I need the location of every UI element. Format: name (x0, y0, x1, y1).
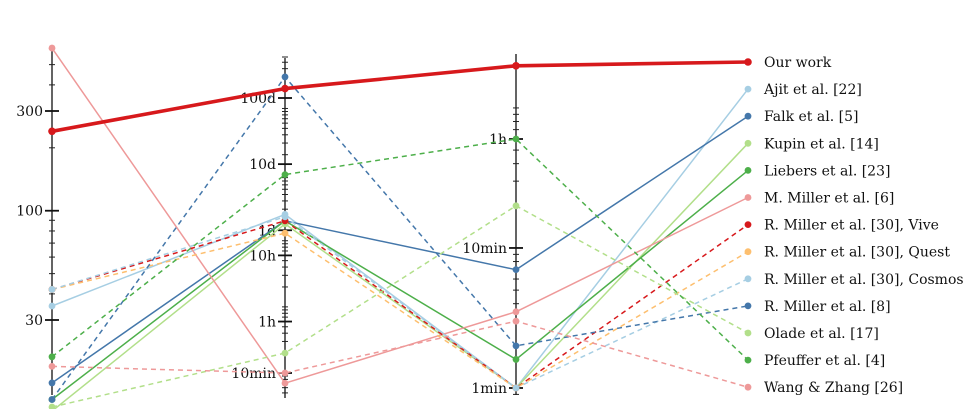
data-point (744, 139, 752, 147)
data-point (281, 171, 289, 179)
data-point (744, 356, 752, 364)
series-line (51, 216, 749, 389)
series-points (48, 44, 752, 409)
data-point (744, 383, 752, 391)
data-point (512, 308, 520, 316)
series-lines (51, 47, 749, 409)
legend-label: R. Miller et al. [30], Quest (764, 245, 950, 261)
legend-label: Kupin et al. [14] (764, 136, 879, 152)
data-point (744, 248, 752, 256)
axis-3-tick-label: 1h (489, 132, 507, 148)
series-line (51, 47, 749, 384)
legend-label: M. Miller et al. [6] (764, 191, 894, 207)
axis-2-tick-label: 10min (231, 366, 276, 382)
data-point (512, 135, 520, 143)
data-point (744, 302, 752, 310)
series-line (51, 232, 749, 389)
legend-label: Wang & Zhang [26] (764, 380, 903, 396)
axis-1-tick-label: 100 (16, 204, 43, 220)
legend-label: Olade et al. [17] (764, 326, 879, 342)
legend-label: R. Miller et al. [30], Cosmos (764, 272, 964, 288)
series-line (51, 60, 749, 134)
data-point (744, 329, 752, 337)
series-line (51, 205, 749, 408)
data-point (48, 403, 56, 409)
data-point (512, 384, 520, 392)
axis-2-tick-label: 10h (249, 248, 276, 264)
axis-3-tick-label: 10min (462, 241, 507, 257)
legend-label: R. Miller et al. [8] (764, 299, 891, 315)
series-line (51, 138, 749, 361)
data-point (48, 302, 56, 310)
axis-2-tick-label: 1h (258, 315, 276, 331)
data-point (744, 85, 752, 93)
data-point (744, 275, 752, 283)
legend-label: Pfeuffer et al. [4] (764, 353, 885, 369)
data-point (48, 286, 56, 293)
data-point (281, 73, 289, 81)
axis-1-tick-label: 30 (25, 313, 43, 329)
series-line (51, 76, 749, 400)
data-point (512, 202, 520, 210)
data-point (744, 194, 752, 201)
data-point (744, 58, 752, 66)
data-point (281, 369, 289, 377)
axis-3-tick-label: 1min (471, 381, 507, 397)
data-point (48, 44, 56, 52)
data-point (48, 127, 56, 136)
legend-label: Ajit et al. [22] (763, 82, 862, 98)
data-point (281, 349, 289, 357)
axis-1-tick-label: 300 (16, 104, 43, 120)
data-point (281, 229, 289, 237)
series-line (51, 169, 749, 401)
axis-2-tick-label: 10d (249, 157, 276, 173)
data-point (512, 317, 520, 325)
legend-label: Our work (764, 55, 832, 71)
series-line (51, 320, 749, 388)
data-point (744, 221, 752, 229)
data-point (744, 167, 752, 174)
data-point (48, 379, 56, 387)
data-point (512, 356, 520, 363)
legend: Our work Ajit et al. [22] Falk et al. [5] K… (763, 55, 964, 396)
data-point (512, 266, 520, 274)
data-point (744, 112, 752, 120)
legend-label: Falk et al. [5] (764, 109, 858, 125)
legend-label: Liebers et al. [23] (764, 163, 890, 179)
data-point (48, 353, 56, 361)
data-point (512, 61, 520, 70)
series-line (51, 220, 749, 389)
legend-label: R. Miller et al. [30], Vive (764, 218, 939, 234)
data-point (281, 84, 289, 93)
data-point (48, 396, 56, 403)
data-point (281, 213, 289, 221)
data-point (281, 379, 289, 387)
data-point (48, 362, 56, 370)
series-line (51, 115, 749, 384)
data-point (512, 342, 520, 350)
series-line (51, 88, 749, 389)
